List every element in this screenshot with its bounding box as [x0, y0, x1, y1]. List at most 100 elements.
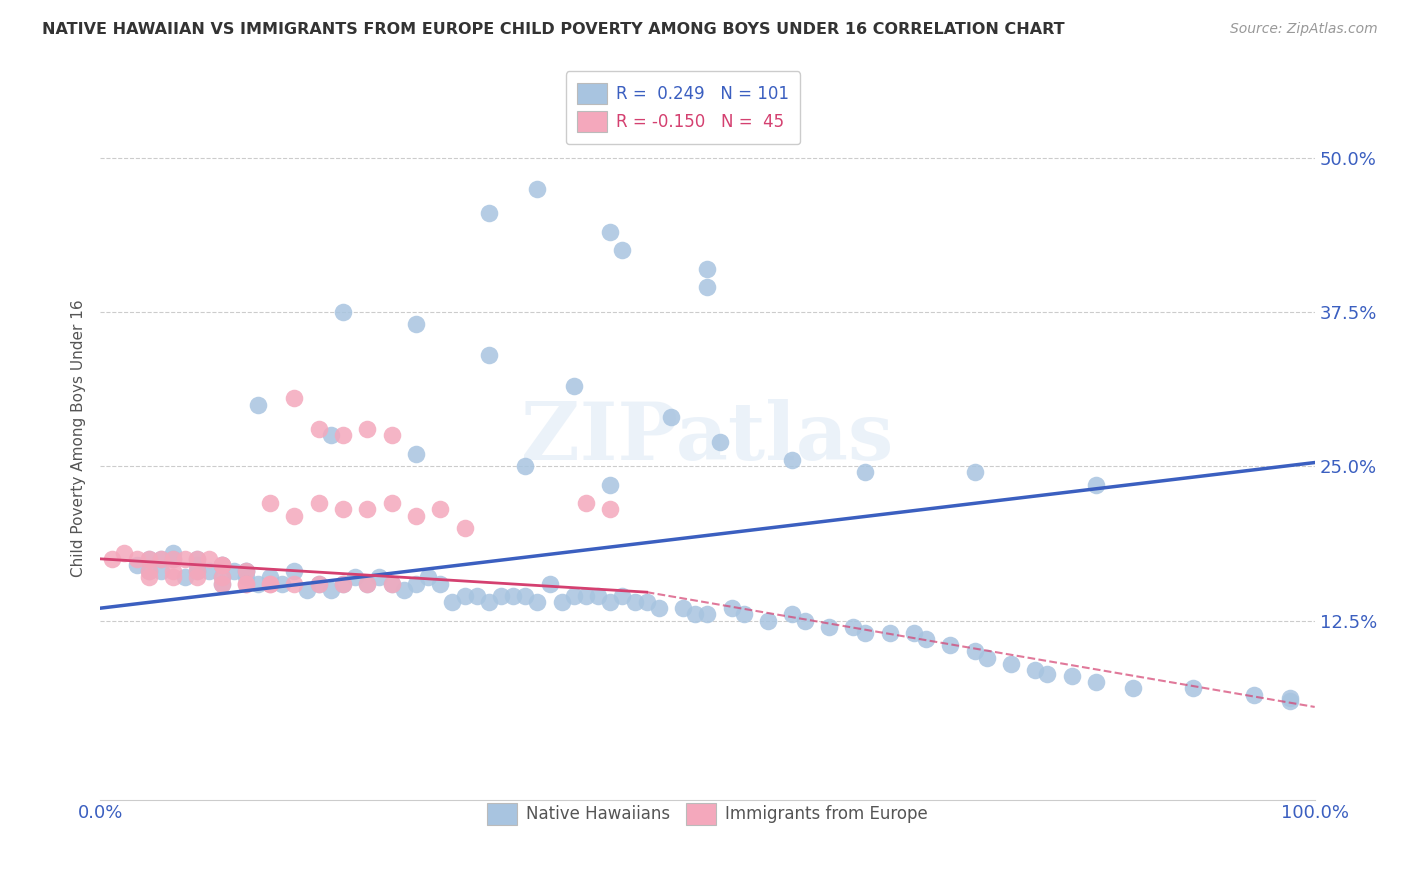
- Point: [356, 576, 378, 591]
- Point: [259, 570, 281, 584]
- Point: [211, 570, 233, 584]
- Point: [562, 589, 585, 603]
- Point: [405, 508, 427, 523]
- Point: [818, 620, 841, 634]
- Point: [149, 564, 172, 578]
- Point: [308, 496, 330, 510]
- Point: [211, 558, 233, 572]
- Point: [125, 558, 148, 572]
- Point: [356, 422, 378, 436]
- Point: [853, 626, 876, 640]
- Point: [453, 589, 475, 603]
- Point: [381, 576, 404, 591]
- Point: [1279, 691, 1302, 706]
- Point: [429, 576, 451, 591]
- Point: [465, 589, 488, 603]
- Point: [636, 595, 658, 609]
- Point: [502, 589, 524, 603]
- Point: [308, 576, 330, 591]
- Point: [526, 181, 548, 195]
- Point: [138, 570, 160, 584]
- Point: [478, 206, 501, 220]
- Point: [332, 576, 354, 591]
- Point: [162, 564, 184, 578]
- Point: [174, 551, 197, 566]
- Point: [332, 502, 354, 516]
- Point: [295, 582, 318, 597]
- Point: [162, 570, 184, 584]
- Text: Source: ZipAtlas.com: Source: ZipAtlas.com: [1230, 22, 1378, 37]
- Point: [319, 428, 342, 442]
- Point: [211, 558, 233, 572]
- Point: [222, 564, 245, 578]
- Point: [696, 280, 718, 294]
- Point: [1000, 657, 1022, 671]
- Point: [612, 244, 634, 258]
- Point: [186, 551, 208, 566]
- Point: [709, 434, 731, 449]
- Point: [963, 644, 986, 658]
- Point: [599, 595, 621, 609]
- Point: [685, 607, 707, 622]
- Point: [515, 459, 537, 474]
- Point: [515, 589, 537, 603]
- Point: [235, 576, 257, 591]
- Point: [782, 607, 804, 622]
- Point: [271, 576, 294, 591]
- Point: [915, 632, 938, 646]
- Point: [903, 626, 925, 640]
- Point: [599, 502, 621, 516]
- Point: [381, 428, 404, 442]
- Point: [793, 614, 815, 628]
- Point: [247, 576, 270, 591]
- Point: [125, 551, 148, 566]
- Point: [526, 595, 548, 609]
- Point: [332, 305, 354, 319]
- Point: [405, 318, 427, 332]
- Point: [381, 496, 404, 510]
- Text: NATIVE HAWAIIAN VS IMMIGRANTS FROM EUROPE CHILD POVERTY AMONG BOYS UNDER 16 CORR: NATIVE HAWAIIAN VS IMMIGRANTS FROM EUROP…: [42, 22, 1064, 37]
- Point: [575, 496, 598, 510]
- Point: [1121, 681, 1143, 696]
- Point: [586, 589, 609, 603]
- Point: [696, 607, 718, 622]
- Point: [186, 570, 208, 584]
- Point: [1182, 681, 1205, 696]
- Point: [211, 570, 233, 584]
- Point: [211, 576, 233, 591]
- Point: [853, 466, 876, 480]
- Point: [235, 564, 257, 578]
- Point: [149, 551, 172, 566]
- Point: [575, 589, 598, 603]
- Point: [356, 502, 378, 516]
- Point: [733, 607, 755, 622]
- Point: [162, 551, 184, 566]
- Point: [235, 576, 257, 591]
- Legend: Native Hawaiians, Immigrants from Europe: Native Hawaiians, Immigrants from Europe: [477, 793, 938, 835]
- Point: [405, 447, 427, 461]
- Point: [489, 589, 512, 603]
- Point: [211, 558, 233, 572]
- Point: [162, 546, 184, 560]
- Point: [138, 551, 160, 566]
- Text: ZIPatlas: ZIPatlas: [522, 400, 894, 477]
- Point: [259, 576, 281, 591]
- Point: [1060, 669, 1083, 683]
- Point: [550, 595, 572, 609]
- Point: [381, 576, 404, 591]
- Point: [696, 261, 718, 276]
- Point: [405, 576, 427, 591]
- Point: [186, 558, 208, 572]
- Point: [101, 551, 124, 566]
- Point: [186, 564, 208, 578]
- Point: [186, 551, 208, 566]
- Point: [344, 570, 367, 584]
- Point: [756, 614, 779, 628]
- Point: [211, 558, 233, 572]
- Point: [198, 564, 221, 578]
- Point: [368, 570, 391, 584]
- Point: [648, 601, 671, 615]
- Point: [1085, 675, 1108, 690]
- Point: [478, 348, 501, 362]
- Point: [392, 582, 415, 597]
